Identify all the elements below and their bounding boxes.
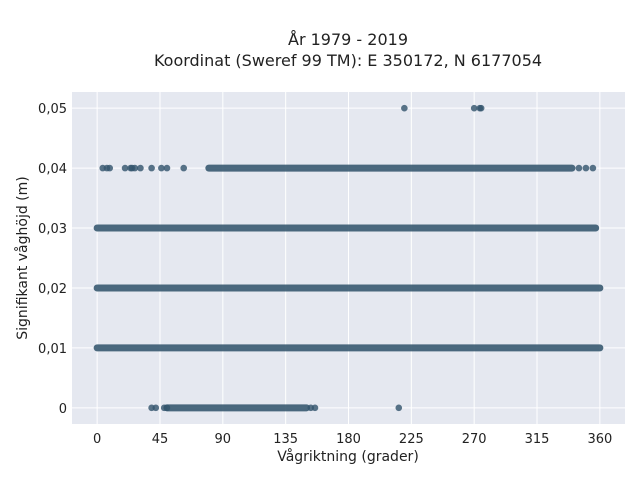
data-point (180, 164, 188, 172)
x-tick-label: 225 (399, 432, 424, 447)
y-tick-labels: 0 0,01 0,02 0,03 0,04 0,05 (38, 102, 67, 417)
data-point (148, 164, 155, 172)
data-points (93, 104, 604, 412)
chart-title: År 1979 - 2019 (288, 30, 408, 49)
y-tick-label: 0,01 (38, 342, 67, 357)
data-point (121, 164, 129, 172)
chart-subtitle: Koordinat (Sweref 99 TM): E 350172, N 61… (154, 51, 542, 70)
x-axis-label: Vågriktning (grader) (277, 448, 419, 465)
data-point (395, 404, 403, 412)
y-axis-label: Signifikant våghöjd (m) (14, 176, 31, 339)
data-point (158, 164, 165, 172)
x-tick-label: 90 (215, 432, 232, 447)
y-tick-label: 0,04 (38, 162, 67, 177)
data-point (311, 404, 319, 412)
data-point (470, 104, 478, 112)
data-point (582, 164, 590, 172)
x-tick-label: 360 (587, 432, 612, 447)
y-tick-label: 0 (59, 402, 67, 417)
y-tick-label: 0,02 (38, 282, 67, 297)
y-tick-label: 0,05 (38, 102, 67, 117)
data-point (131, 164, 139, 172)
x-tick-label: 270 (462, 432, 487, 447)
y-tick-label: 0,03 (38, 222, 67, 237)
data-point (477, 104, 485, 112)
x-tick-labels: 0 45 90 135 180 225 270 315 360 (93, 432, 612, 447)
x-tick-label: 0 (93, 432, 101, 447)
x-tick-label: 315 (525, 432, 550, 447)
data-point (152, 404, 160, 412)
data-point (401, 104, 408, 112)
x-tick-label: 135 (273, 432, 298, 447)
x-tick-label: 45 (152, 432, 169, 447)
data-point (575, 164, 583, 172)
data-point (589, 164, 597, 172)
data-point (106, 164, 114, 172)
x-tick-label: 180 (336, 432, 361, 447)
data-point (137, 164, 144, 172)
data-point (163, 164, 171, 172)
